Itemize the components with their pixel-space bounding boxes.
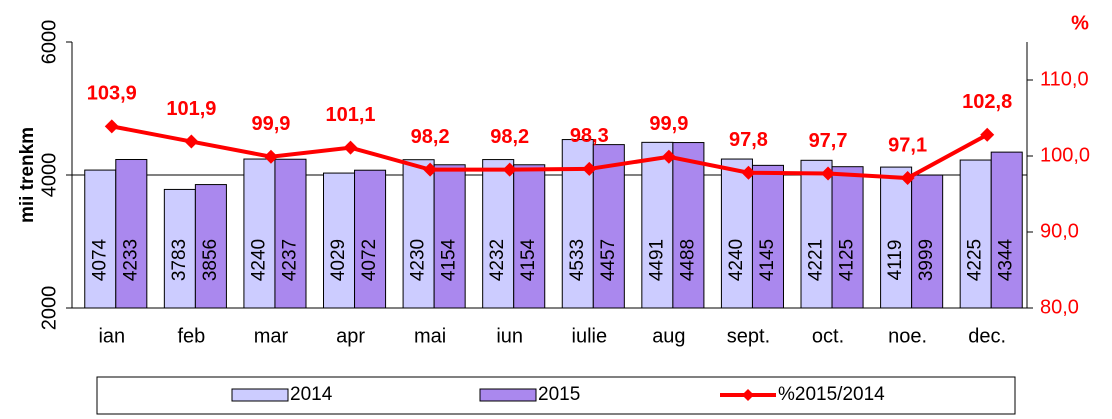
bar-value-label: 4491 bbox=[646, 239, 667, 281]
bar bbox=[274, 158, 307, 309]
line-marker bbox=[900, 171, 915, 186]
x-tick-label: mar bbox=[254, 325, 289, 347]
line-marker bbox=[184, 134, 199, 149]
bar bbox=[672, 142, 705, 309]
bar-value-label: 4232 bbox=[487, 239, 508, 281]
line-value-label: 101,1 bbox=[326, 104, 376, 126]
line-marker bbox=[502, 162, 517, 177]
line-value-label: 99,9 bbox=[251, 113, 290, 135]
y-axis-title: mii trenkm bbox=[17, 127, 38, 223]
legend-swatch bbox=[231, 388, 289, 402]
line-marker bbox=[423, 162, 438, 177]
legend-label: 2014 bbox=[290, 384, 333, 405]
x-tick-label: ian bbox=[98, 325, 125, 347]
bar-value-label: 4237 bbox=[279, 239, 300, 281]
line bbox=[111, 124, 989, 181]
bar-value-label: 4074 bbox=[89, 238, 110, 281]
bar bbox=[831, 166, 864, 309]
bar-value-label: 4225 bbox=[965, 239, 986, 281]
y-tick-label: 4000 bbox=[38, 153, 60, 198]
y2-tick-label: 90,0 bbox=[1040, 220, 1079, 242]
bar-value-label: 4072 bbox=[359, 239, 380, 281]
line-marker bbox=[661, 149, 676, 164]
legend-marker bbox=[742, 389, 754, 401]
x-tick-label: aug bbox=[652, 325, 685, 347]
legend-swatch bbox=[479, 388, 537, 402]
line-value-label: 97,1 bbox=[888, 134, 927, 156]
legend-label: 2015 bbox=[538, 384, 580, 405]
bar-value-label: 4457 bbox=[598, 239, 619, 281]
bar bbox=[115, 159, 148, 309]
bar-value-label: 4145 bbox=[757, 239, 778, 281]
bar-value-label: 4533 bbox=[567, 239, 588, 281]
bar bbox=[641, 141, 674, 309]
bar bbox=[720, 158, 753, 309]
bar-value-label: 4029 bbox=[328, 239, 349, 281]
bar-value-label: 3783 bbox=[169, 239, 190, 281]
bar-value-label: 4119 bbox=[885, 240, 906, 281]
line-value-label: 102,8 bbox=[962, 91, 1012, 113]
bar-value-label: 4125 bbox=[837, 239, 858, 281]
bar-value-label: 4240 bbox=[248, 239, 269, 281]
bar bbox=[243, 158, 276, 309]
x-tick-label: iun bbox=[496, 325, 523, 347]
line-value-label: 101,9 bbox=[166, 98, 216, 120]
line-value-label: 97,7 bbox=[809, 130, 848, 152]
line-value-label: 103,9 bbox=[87, 83, 137, 105]
x-tick-label: sept. bbox=[727, 325, 770, 347]
line-marker bbox=[582, 161, 597, 176]
y2-tick-label: 100,0 bbox=[1040, 144, 1090, 166]
line-value-label: 99,9 bbox=[649, 113, 688, 135]
bar-value-label: 4233 bbox=[120, 239, 141, 281]
bar bbox=[354, 169, 387, 309]
bar-value-label: 4154 bbox=[439, 238, 460, 281]
bar-value-label: 4488 bbox=[677, 239, 698, 281]
y2-tick-label: 80,0 bbox=[1040, 296, 1079, 318]
line-marker bbox=[343, 140, 358, 155]
bar bbox=[592, 144, 625, 309]
bar-value-label: 4240 bbox=[726, 239, 747, 281]
bar bbox=[513, 164, 546, 309]
line-value-label: 98,3 bbox=[570, 125, 609, 147]
y-tick-label: 6000 bbox=[38, 20, 60, 65]
legend-label: %2015/2014 bbox=[778, 384, 885, 405]
bar bbox=[194, 184, 227, 309]
bar-value-label: 4221 bbox=[806, 239, 827, 281]
bar bbox=[433, 164, 466, 309]
bar bbox=[959, 159, 992, 309]
line-marker bbox=[741, 165, 756, 180]
x-tick-label: iulie bbox=[572, 325, 608, 347]
line-value-label: 97,8 bbox=[729, 129, 768, 151]
bar bbox=[482, 159, 515, 309]
x-tick-label: apr bbox=[336, 325, 365, 347]
line-marker bbox=[263, 149, 278, 164]
y2-tick-label: 110,0 bbox=[1040, 68, 1089, 90]
y-tick-label: 2000 bbox=[38, 286, 60, 331]
bar-value-label: 4230 bbox=[408, 239, 429, 281]
bar bbox=[402, 159, 435, 309]
bar-value-label: 4154 bbox=[518, 238, 539, 281]
x-tick-label: noe. bbox=[888, 325, 927, 347]
bar-value-label: 3999 bbox=[916, 239, 937, 281]
bar-value-label: 4344 bbox=[996, 238, 1017, 281]
bar bbox=[990, 151, 1023, 309]
line-marker bbox=[980, 127, 995, 142]
line-marker bbox=[821, 166, 836, 181]
bar-value-label: 3856 bbox=[200, 239, 221, 281]
x-tick-label: dec. bbox=[968, 325, 1006, 347]
line-value-label: 98,2 bbox=[490, 126, 529, 148]
x-tick-label: oct. bbox=[812, 325, 844, 347]
y2-axis-title: % bbox=[1071, 12, 1089, 34]
bar bbox=[880, 166, 913, 309]
line-value-label: 98,2 bbox=[411, 126, 450, 148]
x-tick-label: mai bbox=[414, 325, 446, 347]
line-marker bbox=[104, 119, 119, 134]
x-tick-label: feb bbox=[177, 325, 205, 347]
bar bbox=[751, 164, 784, 309]
bar bbox=[800, 159, 833, 309]
